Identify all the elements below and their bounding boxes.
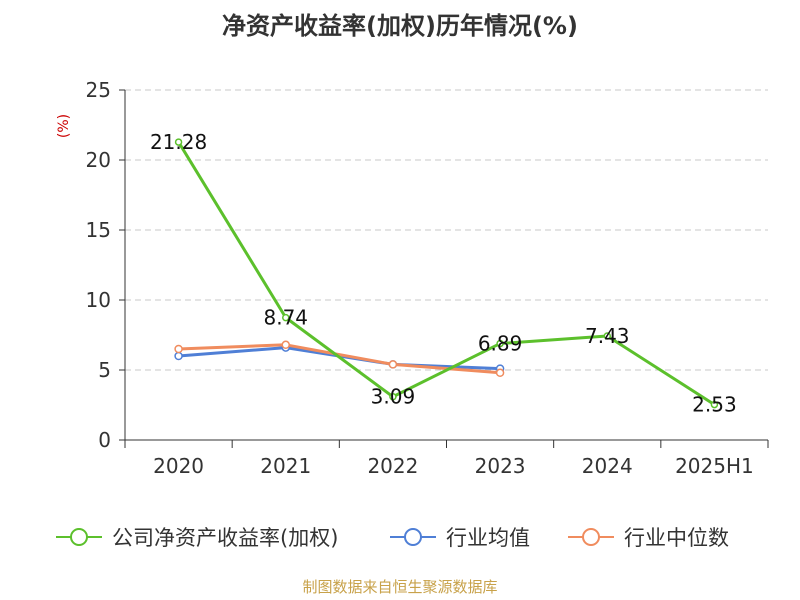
data-label: 2.53	[692, 393, 737, 417]
y-tick-label: 20	[86, 148, 111, 172]
x-tick-label: 2023	[475, 454, 526, 478]
y-tick-label: 10	[86, 288, 111, 312]
legend-swatch-marker	[70, 528, 88, 546]
y-axis-unit-label: (%)	[56, 114, 72, 138]
data-point	[495, 368, 505, 378]
y-tick-label: 0	[98, 428, 111, 452]
data-point	[603, 332, 611, 340]
data-point	[388, 360, 398, 369]
data-point	[710, 400, 719, 409]
data-label: 8.74	[263, 306, 308, 330]
source-note: 制图数据来自恒生聚源数据库	[302, 578, 497, 596]
x-tick-label: 2024	[582, 454, 633, 478]
x-tick-label: 2022	[367, 454, 418, 478]
legend-swatch-marker	[582, 528, 600, 546]
x-tick-label: 2020	[153, 454, 204, 478]
legend-label: 行业均值	[446, 526, 530, 550]
data-labels: 21.28 8.74 3.09 6.89 7.43 2.53	[150, 130, 737, 417]
data-point	[282, 313, 290, 322]
axes: 0 5 10 15 20 25 2020 2021 2022 2023 2024 2025H1	[86, 78, 769, 478]
y-tick-label: 15	[86, 218, 111, 242]
legend-label: 行业中位数	[624, 526, 729, 550]
legend: 公司净资产收益率(加权) 行业均值 行业中位数	[56, 526, 729, 550]
y-tick-label: 5	[98, 358, 111, 382]
series-line	[177, 141, 716, 406]
data-point	[174, 351, 183, 361]
legend-swatch-marker	[404, 528, 422, 546]
x-tick-label: 2025H1	[675, 454, 754, 478]
data-point	[496, 339, 504, 348]
legend-label: 公司净资产收益率(加权)	[112, 526, 338, 550]
series-lines	[174, 138, 719, 409]
x-tick-label: 2021	[260, 454, 311, 478]
chart-title: 净资产收益率(加权)历年情况(%)	[222, 12, 578, 40]
data-label: 6.89	[478, 332, 523, 356]
data-label: 7.43	[585, 324, 630, 348]
data-point	[174, 344, 183, 354]
grid-lines	[125, 89, 768, 371]
data-label: 21.28	[150, 130, 207, 154]
data-point	[389, 392, 397, 401]
data-point	[174, 138, 183, 146]
data-point	[281, 340, 290, 350]
y-tick-label: 25	[86, 78, 111, 102]
data-label: 3.09	[371, 385, 416, 409]
